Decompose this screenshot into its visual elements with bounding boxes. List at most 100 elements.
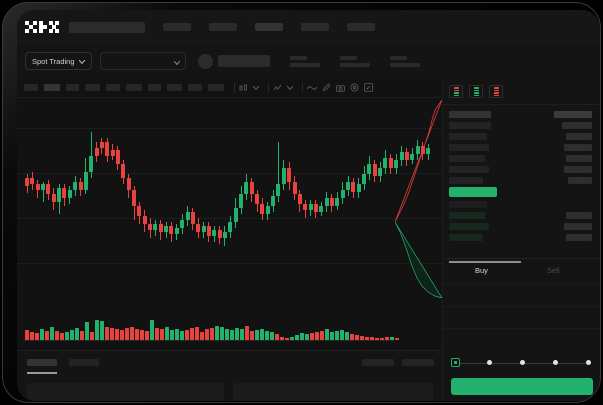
timeframe-chip-3[interactable] (85, 84, 100, 91)
asks-depth-icon[interactable] (489, 85, 503, 98)
orders-tab-1[interactable] (69, 359, 99, 366)
nav-item-0[interactable] (163, 23, 191, 31)
orders-action-0[interactable] (362, 359, 394, 366)
orderbook-bid-row[interactable] (443, 199, 600, 210)
volume-bar (320, 331, 324, 340)
ask-price (449, 155, 485, 162)
volume-bar (305, 334, 309, 340)
camera-icon[interactable] (336, 84, 345, 92)
slider-node-25[interactable] (487, 360, 492, 365)
nav-item-4[interactable] (347, 23, 375, 31)
orderbook-column-headers (443, 109, 600, 120)
volume-bar (100, 321, 104, 340)
orderbook-bid-row[interactable] (443, 221, 600, 232)
bid-amount (564, 223, 592, 230)
timeframe-chip-4[interactable] (106, 84, 120, 91)
volume-bar (115, 329, 119, 340)
orderbook-asks (443, 120, 600, 186)
orderbook-ask-row[interactable] (443, 142, 600, 153)
timeframe-chip-9[interactable] (208, 84, 224, 91)
settings-icon[interactable] (350, 83, 359, 92)
bid-price (449, 234, 483, 241)
timeframe-chip-0[interactable] (24, 84, 38, 91)
chevron-down-icon[interactable] (253, 85, 259, 90)
volume-bar (185, 330, 189, 340)
trading-mode-dropdown[interactable]: Spot Trading (25, 52, 92, 70)
submit-buy-button[interactable] (451, 378, 593, 395)
bid-price (449, 212, 485, 219)
ask-price (449, 133, 487, 140)
volume-bar (215, 326, 219, 340)
orders-tab-0[interactable] (27, 359, 57, 366)
orders-panel-actions (362, 359, 434, 366)
pair-select-dropdown[interactable] (99, 52, 186, 70)
timeframe-chip-6[interactable] (148, 84, 161, 91)
volume-bar (235, 328, 239, 340)
okx-logo[interactable] (25, 21, 59, 33)
orderbook-ask-row[interactable] (443, 120, 600, 131)
slider-handle[interactable] (451, 358, 460, 367)
order-field-1[interactable] (443, 306, 600, 328)
both-depth-icon[interactable] (449, 85, 463, 98)
chart-gridline (17, 263, 442, 264)
orderbook-bids (443, 199, 600, 243)
ticker-stat-value (389, 62, 420, 67)
timeframe-chip-7[interactable] (167, 84, 182, 91)
orderbook-ask-row[interactable] (443, 131, 600, 142)
slider-node-50[interactable] (520, 360, 525, 365)
order-field-0[interactable] (443, 284, 600, 306)
volume-bar (25, 330, 29, 340)
orderbook-header-row (443, 104, 600, 120)
chevron-down-icon (78, 57, 85, 66)
nav-item-1[interactable] (209, 23, 237, 31)
orders-card-1[interactable] (233, 383, 433, 401)
orders-action-1[interactable] (402, 359, 434, 366)
ask-price (449, 166, 489, 173)
volume-bar (370, 337, 374, 340)
slider-node-75[interactable] (553, 360, 558, 365)
search-input[interactable] (69, 21, 145, 33)
volume-bar (325, 329, 329, 340)
timeframe-chip-8[interactable] (188, 84, 202, 91)
orderbook-ask-row[interactable] (443, 175, 600, 186)
bids-depth-icon[interactable] (469, 85, 483, 98)
orders-card-0[interactable] (27, 383, 224, 401)
order-field-2[interactable] (443, 328, 600, 350)
timeframe-chip-5[interactable] (126, 84, 142, 91)
volume-bar (355, 335, 359, 340)
volume-bar (315, 332, 319, 340)
volume-bar (285, 338, 289, 340)
orderbook-ask-row[interactable] (443, 153, 600, 164)
orderbook-bid-row[interactable] (443, 232, 600, 243)
pencil-icon[interactable] (322, 83, 331, 92)
candlestick-chart[interactable] (17, 98, 442, 298)
nav-item-3[interactable] (301, 23, 329, 31)
tab-sell[interactable]: Sell (547, 266, 560, 275)
depth-area (395, 99, 442, 223)
slider-node-100[interactable] (586, 360, 591, 365)
chevron-down-icon[interactable] (287, 85, 293, 90)
ticker-stat-label (339, 55, 357, 60)
fullscreen-icon[interactable] (364, 83, 373, 92)
timeframe-chip-1[interactable] (44, 84, 60, 91)
volume-bar (50, 327, 54, 340)
amount-percent-slider[interactable] (451, 358, 593, 368)
ask-amount (568, 177, 592, 184)
nav-item-2[interactable] (255, 23, 283, 31)
volume-bar (220, 327, 224, 340)
bid-amount (566, 234, 592, 241)
volume-bar (105, 327, 109, 340)
indicators-icon[interactable] (273, 84, 282, 92)
ask-amount (566, 155, 592, 162)
line-tool-icon[interactable] (307, 85, 317, 91)
volume-bar (70, 330, 74, 340)
timeframe-chip-2[interactable] (66, 84, 79, 91)
volume-bar (395, 338, 399, 340)
depth-area (395, 221, 442, 298)
orderbook-ask-row[interactable] (443, 164, 600, 175)
candle-type-icon[interactable] (239, 84, 248, 92)
volume-bar (245, 326, 249, 340)
orderbook-bid-row[interactable] (443, 210, 600, 221)
tab-buy[interactable]: Buy (475, 266, 488, 275)
volume-bar (175, 329, 179, 340)
